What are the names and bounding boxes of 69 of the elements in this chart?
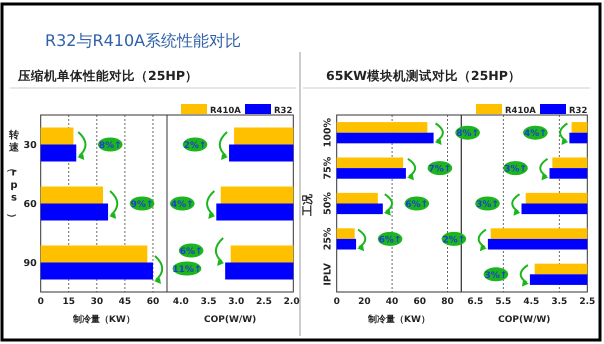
- x-tick-label: 5.5: [495, 297, 512, 307]
- bar: [40, 204, 108, 220]
- annotation: 6%↑: [378, 235, 402, 246]
- x-tick-label: 45: [118, 297, 132, 307]
- legend-label: R410A: [210, 106, 242, 116]
- annotation: 3%↑: [476, 200, 499, 210]
- bar: [40, 144, 76, 162]
- x-tick-label: 30: [90, 297, 104, 307]
- annotation: 4%↑: [170, 200, 194, 210]
- bar: [336, 132, 434, 144]
- x-tick-label: 2.5: [256, 297, 272, 307]
- x-tick-label: 2.5: [579, 297, 596, 307]
- bar: [40, 262, 153, 280]
- x-tick-label: 80: [441, 297, 454, 307]
- x-tick-label: 2.0: [284, 297, 300, 307]
- x-axis-title: COP(W/W): [498, 315, 550, 325]
- bar: [40, 128, 74, 144]
- annotation: 8%↑: [98, 141, 122, 151]
- legend-label: R32: [569, 106, 588, 116]
- x-tick-label: 0: [334, 297, 340, 307]
- x-tick-label: 4.0: [172, 297, 189, 307]
- annotation: 2%↑: [184, 141, 206, 151]
- x-tick-label: 4.5: [523, 297, 540, 307]
- annotation: 2%↑: [442, 235, 466, 246]
- annotation: 4%↑: [524, 129, 547, 140]
- x-tick-label: 3.5: [200, 297, 217, 307]
- legend-label: R410A: [505, 106, 536, 116]
- x-tick-label: 0: [38, 297, 44, 307]
- bar: [40, 186, 104, 204]
- x-tick-label: 3.5: [551, 297, 568, 307]
- x-tick-label: 20: [358, 297, 371, 307]
- x-axis-title: COP(W/W): [204, 315, 256, 325]
- y-tick-label: 50%: [322, 192, 334, 215]
- x-tick-label: 60: [414, 297, 426, 307]
- y-tick-label: 60: [23, 199, 38, 210]
- y-tick-label: 90: [23, 258, 38, 269]
- annotation: 7%↑: [428, 164, 452, 175]
- annotation: 6%↑: [180, 247, 203, 257]
- chart-subtitle: 压缩机单体性能对比（25HP）: [17, 68, 198, 83]
- y-tick-label: IPLV: [322, 262, 334, 286]
- bar: [336, 168, 406, 179]
- bar: [336, 122, 428, 133]
- y-tick-label: 25%: [322, 227, 334, 250]
- x-tick-label: 40: [386, 297, 398, 307]
- legend-label: R32: [274, 106, 292, 116]
- x-axis-title: 制冷量（KW）: [367, 314, 430, 325]
- bar: [336, 192, 378, 204]
- bar: [336, 157, 404, 168]
- annotation: 9%↑: [130, 200, 154, 210]
- x-axis-title: 制冷量（KW）: [72, 314, 135, 325]
- y-tick-label: 30: [23, 140, 38, 151]
- x-tick-label: 15: [62, 297, 76, 307]
- y-tick-label: 75%: [322, 156, 334, 180]
- y-axis-title: 工况: [301, 193, 314, 217]
- annotation: 11%↑: [172, 265, 202, 275]
- annotation: 3%↑: [484, 270, 508, 281]
- chart-title: 65KW模块机测试对比（25HP）: [326, 68, 521, 83]
- annotation: 6%↑: [405, 200, 428, 210]
- x-tick-label: 3.0: [228, 297, 244, 307]
- x-tick-label: 6.5: [467, 297, 484, 307]
- annotation: 8%↑: [456, 129, 480, 140]
- bar: [336, 238, 356, 250]
- bar: [40, 246, 148, 262]
- chart-title: R32与R410A系统性能对比: [45, 31, 242, 50]
- bar: [336, 228, 355, 239]
- bar: [336, 204, 383, 214]
- y-tick-label: 100%: [322, 118, 334, 148]
- annotation: 3%↑: [504, 164, 527, 175]
- x-tick-label: 60: [146, 297, 160, 307]
